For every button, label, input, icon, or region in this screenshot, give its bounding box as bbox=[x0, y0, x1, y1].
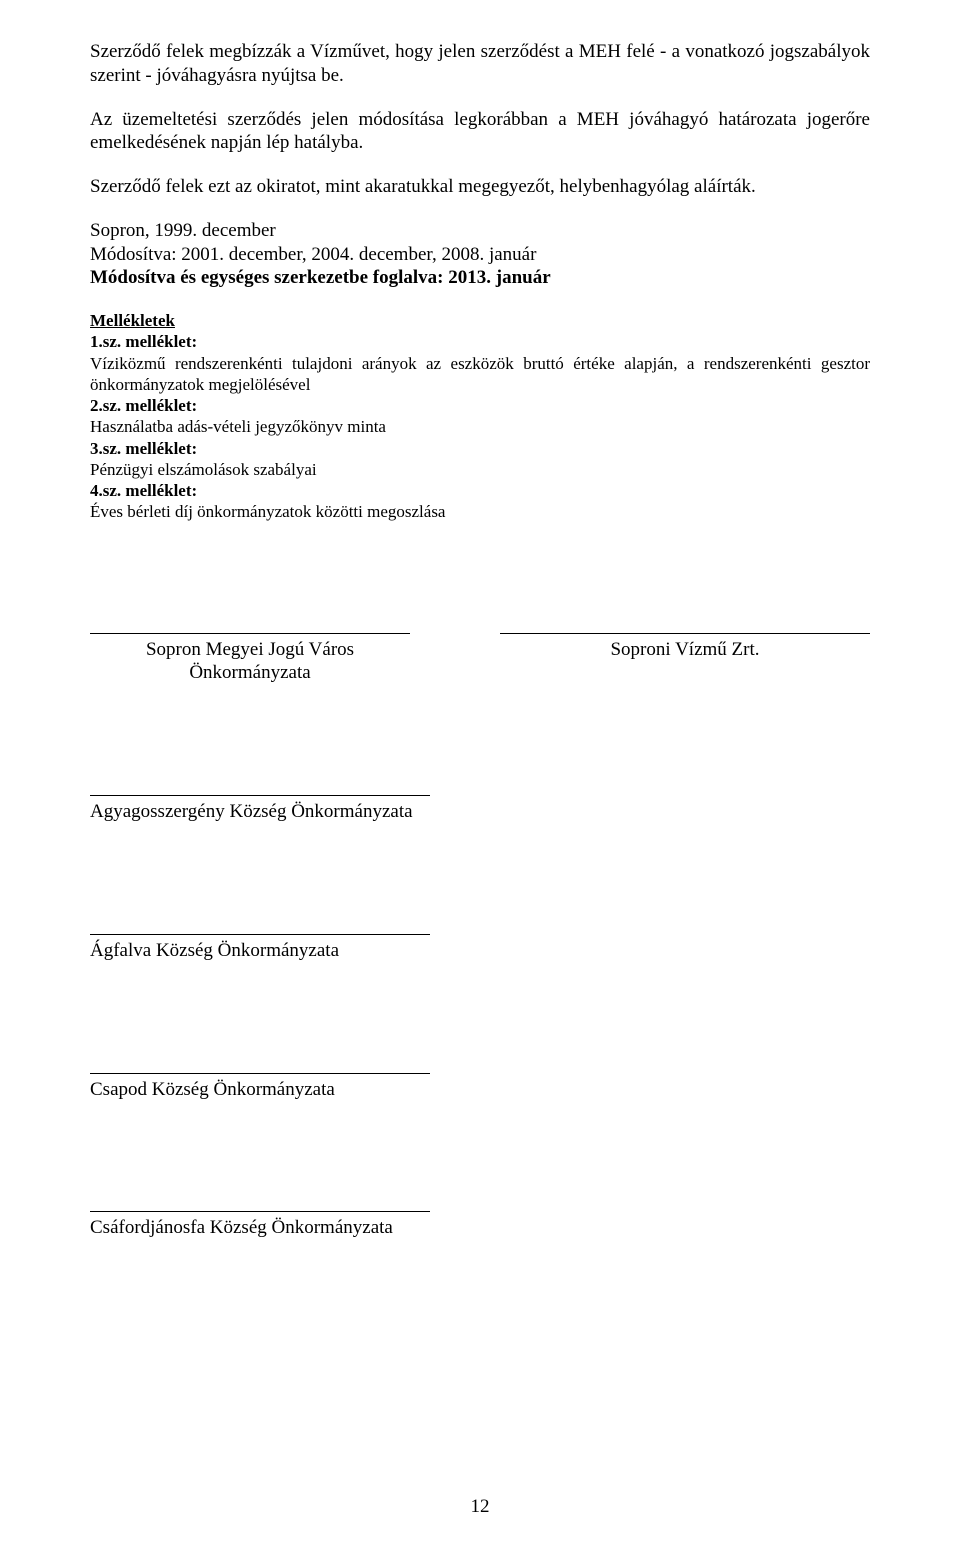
signature-line bbox=[90, 1211, 430, 1212]
signature-block-1: Agyagosszergény Község Önkormányzata bbox=[90, 795, 430, 824]
signature-line bbox=[90, 633, 410, 634]
signature-block-4: Csáfordjánosfa Község Önkormányzata bbox=[90, 1211, 430, 1240]
attachment-4-text: Éves bérleti díj önkormányzatok közötti … bbox=[90, 501, 870, 522]
attachment-2-label: 2.sz. melléklet: bbox=[90, 396, 197, 415]
dates-block: Sopron, 1999. december Módosítva: 2001. … bbox=[90, 219, 870, 290]
attachment-1-text: Víziközmű rendszerenkénti tulajdoni arán… bbox=[90, 353, 870, 396]
signature-line bbox=[500, 633, 870, 634]
signature-block-4-text: Csáfordjánosfa Község Önkormányzata bbox=[90, 1216, 430, 1240]
signature-block-2: Ágfalva Község Önkormányzata bbox=[90, 934, 430, 963]
attachment-2-text: Használatba adás-vételi jegyzőkönyv mint… bbox=[90, 416, 870, 437]
signature-block-1-text: Agyagosszergény Község Önkormányzata bbox=[90, 800, 430, 824]
signature-top-left-line1: Sopron Megyei Jogú Város bbox=[90, 638, 410, 662]
attachments-block: Mellékletek 1.sz. melléklet: Víziközmű r… bbox=[90, 310, 870, 523]
signature-line bbox=[90, 1073, 430, 1074]
page-number: 12 bbox=[0, 1495, 960, 1519]
signature-row-top: Sopron Megyei Jogú Város Önkormányzata S… bbox=[90, 633, 870, 686]
signature-line bbox=[90, 795, 430, 796]
signature-top-left-line2: Önkormányzata bbox=[90, 661, 410, 685]
date-line-2: Módosítva: 2001. december, 2004. decembe… bbox=[90, 243, 870, 267]
paragraph-3: Szerződő felek ezt az okiratot, mint aka… bbox=[90, 175, 870, 199]
signature-top-right-line1: Soproni Vízmű Zrt. bbox=[500, 638, 870, 662]
signature-top-left: Sopron Megyei Jogú Város Önkormányzata bbox=[90, 633, 410, 686]
signature-top-right: Soproni Vízmű Zrt. bbox=[500, 633, 870, 686]
signature-block-2-text: Ágfalva Község Önkormányzata bbox=[90, 939, 430, 963]
paragraph-1: Szerződő felek megbízzák a Vízművet, hog… bbox=[90, 40, 870, 88]
attachment-4-label: 4.sz. melléklet: bbox=[90, 481, 197, 500]
attachment-3-label: 3.sz. melléklet: bbox=[90, 439, 197, 458]
paragraph-2: Az üzemeltetési szerződés jelen módosítá… bbox=[90, 108, 870, 156]
date-line-1: Sopron, 1999. december bbox=[90, 219, 870, 243]
signature-block-3: Csapod Község Önkormányzata bbox=[90, 1073, 430, 1102]
attachment-3-text: Pénzügyi elszámolások szabályai bbox=[90, 459, 870, 480]
attachment-1-label: 1.sz. melléklet: bbox=[90, 332, 197, 351]
attachments-heading: Mellékletek bbox=[90, 310, 870, 331]
signature-line bbox=[90, 934, 430, 935]
date-line-3: Módosítva és egységes szerkezetbe foglal… bbox=[90, 266, 870, 290]
signature-block-3-text: Csapod Község Önkormányzata bbox=[90, 1078, 430, 1102]
